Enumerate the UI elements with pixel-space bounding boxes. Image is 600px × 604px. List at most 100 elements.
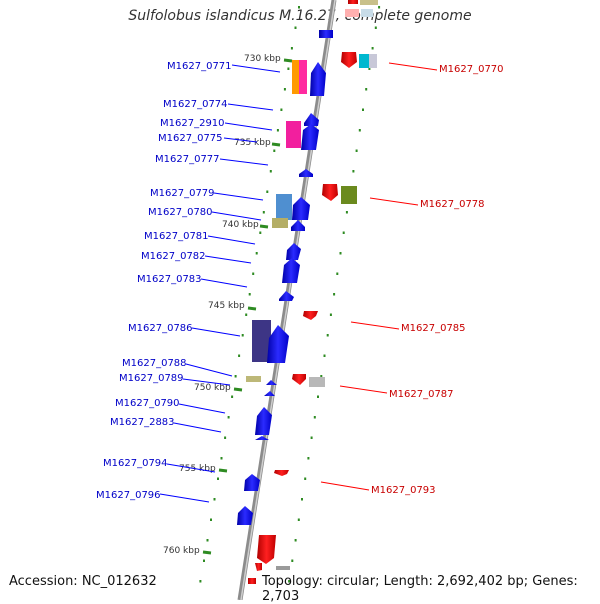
gene-feature[interactable] <box>292 60 299 94</box>
gene-feature[interactable] <box>257 535 276 564</box>
gene-feature[interactable] <box>341 52 357 68</box>
tick-dot <box>266 190 269 193</box>
gene-feature[interactable] <box>237 506 253 525</box>
tick-dot <box>291 559 294 562</box>
reverse-gene-labels: M1627_0770 M1627_0778 M1627_0785 M1627_0… <box>320 62 504 496</box>
gene-feature[interactable] <box>286 243 301 260</box>
tick-dot <box>374 26 377 29</box>
gene-feature[interactable] <box>255 563 262 571</box>
tick-dot <box>365 88 368 91</box>
tick-dot <box>288 580 291 583</box>
gene-label[interactable]: M1627_0783 <box>137 274 202 285</box>
left-tick-track <box>199 6 300 583</box>
gene-label[interactable]: M1627_0779 <box>150 188 215 199</box>
gene-label[interactable]: M1627_0785 <box>401 323 466 334</box>
gene-label[interactable]: M1627_0778 <box>420 199 485 210</box>
gene-feature[interactable] <box>272 218 288 228</box>
gene-feature[interactable] <box>360 0 378 5</box>
tick-dot <box>238 354 241 357</box>
tick-dot <box>310 436 313 439</box>
gene-feature[interactable] <box>282 258 300 283</box>
gene-feature[interactable] <box>291 220 305 231</box>
scale-label: 740 kbp <box>222 220 259 230</box>
gene-label[interactable]: M1627_0788 <box>122 358 187 369</box>
gene-feature[interactable] <box>266 380 277 385</box>
gene-feature[interactable] <box>348 0 358 4</box>
gene-label[interactable]: M1627_0793 <box>371 485 436 496</box>
forward-genes <box>237 30 333 584</box>
gene-feature[interactable] <box>303 311 318 320</box>
tick-dot <box>283 88 286 91</box>
gene-label[interactable]: M1627_0774 <box>163 99 228 110</box>
gene-feature[interactable] <box>244 474 260 491</box>
tick-dot <box>234 375 237 378</box>
tick-dot <box>273 149 276 152</box>
gene-feature[interactable] <box>359 54 369 68</box>
gene-feature[interactable] <box>319 30 333 38</box>
tick-dot <box>317 395 319 398</box>
gene-label[interactable]: M1627_0786 <box>128 323 193 334</box>
gene-label[interactable]: M1627_0796 <box>96 490 161 501</box>
tick-dot <box>362 108 364 111</box>
gene-label[interactable]: M1627_2910 <box>160 118 225 129</box>
gene-feature[interactable] <box>252 320 271 362</box>
tick-dot <box>224 436 227 439</box>
gene-feature[interactable] <box>322 184 338 201</box>
gene-label[interactable]: M1627_0789 <box>119 373 184 384</box>
tick-dot <box>301 498 303 501</box>
gene-label[interactable]: M1627_0780 <box>148 207 213 218</box>
tick-dot <box>203 559 205 562</box>
gene-feature[interactable] <box>299 169 313 177</box>
gene-feature[interactable] <box>267 325 289 363</box>
tick-dot <box>227 416 230 419</box>
gene-label[interactable]: M1627_0787 <box>389 389 454 400</box>
gene-feature[interactable] <box>274 470 289 476</box>
gene-label[interactable]: M1627_0775 <box>158 133 223 144</box>
scale-label: 735 kbp <box>234 138 271 148</box>
tick-dot <box>378 6 381 9</box>
tick-dot <box>320 375 323 378</box>
gene-feature[interactable] <box>369 54 377 68</box>
tick-dot <box>371 47 374 50</box>
gene-label[interactable]: M1627_0781 <box>144 231 209 242</box>
gene-feature[interactable] <box>310 62 326 96</box>
gene-label[interactable]: M1627_0771 <box>167 61 232 72</box>
gene-feature[interactable] <box>304 113 319 126</box>
gene-feature[interactable] <box>292 197 310 220</box>
gene-feature[interactable] <box>286 121 301 148</box>
tick-dot <box>294 26 297 29</box>
gene-feature[interactable] <box>309 377 325 387</box>
gene-feature[interactable] <box>248 578 256 584</box>
gene-feature[interactable] <box>345 9 359 17</box>
tick-dot <box>307 457 310 460</box>
gene-feature[interactable] <box>276 194 292 220</box>
gene-feature[interactable] <box>292 374 306 385</box>
gene-feature[interactable] <box>255 407 272 435</box>
tick-dot <box>245 313 248 316</box>
tick-dot <box>358 129 361 132</box>
tick-dot <box>342 231 345 234</box>
tick-dot <box>220 457 223 460</box>
gene-feature[interactable] <box>361 9 373 17</box>
gene-feature[interactable] <box>246 376 261 382</box>
tick-dot <box>298 6 300 9</box>
tick-dot <box>248 293 251 296</box>
gene-feature[interactable] <box>341 186 357 204</box>
gene-feature[interactable] <box>255 436 269 440</box>
gene-feature[interactable] <box>299 60 307 94</box>
gene-label[interactable]: M1627_2883 <box>110 417 175 428</box>
tick-dot <box>352 170 355 173</box>
gene-label[interactable]: M1627_0790 <box>115 398 180 409</box>
gene-feature[interactable] <box>264 391 275 396</box>
gene-feature[interactable] <box>279 291 294 301</box>
gene-feature[interactable] <box>301 124 319 150</box>
gene-label[interactable]: M1627_0770 <box>439 64 504 75</box>
tick-dot <box>276 129 279 132</box>
gene-label[interactable]: M1627_0777 <box>155 154 220 165</box>
gene-label[interactable]: M1627_0794 <box>103 458 168 469</box>
scale-label: 730 kbp <box>244 54 281 64</box>
tick-dot <box>339 252 342 255</box>
gene-feature[interactable] <box>276 566 290 570</box>
gene-label[interactable]: M1627_0782 <box>141 251 206 262</box>
